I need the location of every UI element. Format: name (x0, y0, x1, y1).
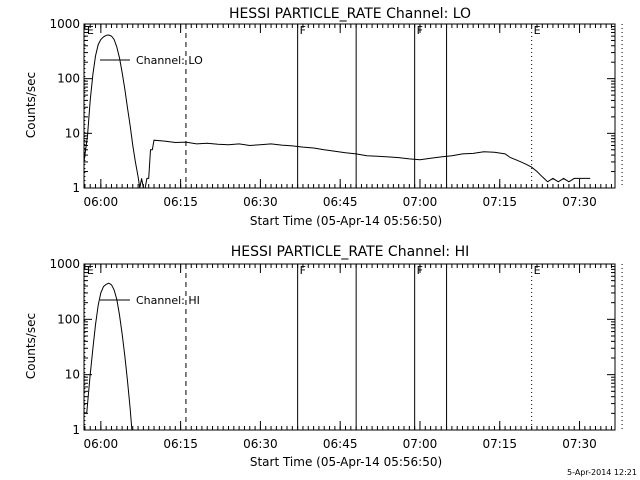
footer-timestamp: 5-Apr-2014 12:21 (567, 468, 637, 477)
chart-panel-hi: HESSI PARTICLE_RATE Channel: HI Counts/s… (24, 244, 623, 469)
y-tick-label: 1000 (49, 17, 80, 31)
chart-title: HESSI PARTICLE_RATE Channel: LO (229, 6, 471, 22)
event-marker-label: E (534, 264, 541, 277)
x-tick-label: 06:30 (243, 437, 278, 451)
y-tick-label: 1 (72, 423, 80, 437)
y-tick-label: 1000 (49, 257, 80, 271)
event-marker-label: E (87, 264, 94, 277)
x-tick-label: 06:00 (84, 437, 119, 451)
event-marker-label: E (534, 24, 541, 37)
x-axis-label: Start Time (05-Apr-14 05:56:50) (250, 455, 442, 469)
event-marker-label: F (300, 264, 306, 277)
x-tick-label: 07:00 (403, 437, 438, 451)
y-axis-label: Counts/sec (24, 72, 38, 138)
y-tick-label: 10 (65, 126, 80, 140)
x-tick-label: 07:30 (562, 437, 597, 451)
plot-area: 1 10 100 1000 06:00 06:15 06:30 06:45 07:00 07:15… (49, 17, 623, 209)
y-axis-label: Counts/sec (24, 313, 38, 379)
x-tick-label: 07:30 (562, 195, 597, 209)
plot-frame (83, 23, 616, 189)
x-tick-label: 06:45 (323, 437, 358, 451)
y-tick-label: 100 (57, 312, 80, 326)
x-tick-label: 06:30 (243, 195, 278, 209)
x-tick-label: 06:00 (84, 195, 119, 209)
plot-frame (83, 263, 616, 431)
event-marker-label: F (417, 264, 423, 277)
series-line (84, 282, 133, 431)
x-tick-label: 06:15 (163, 195, 198, 209)
series-line (83, 34, 591, 189)
y-tick-label: 100 (57, 72, 80, 86)
legend-label: Channel: LO (136, 54, 203, 67)
chart-panel-lo: HESSI PARTICLE_RATE Channel: LO Counts/s… (24, 6, 623, 228)
event-marker-label: E (87, 24, 94, 37)
legend-label: Channel: HI (136, 294, 200, 307)
x-tick-label: 06:45 (323, 195, 358, 209)
x-tick-label: 07:00 (403, 195, 438, 209)
y-tick-label: 1 (72, 181, 80, 195)
event-marker-label: F (417, 24, 423, 37)
plot-area: 1 10 100 1000 06:00 06:15 06:30 06:45 07:00 07:15… (49, 257, 623, 451)
x-tick-label: 06:15 (163, 437, 198, 451)
event-marker-label: F (300, 24, 306, 37)
x-axis-label: Start Time (05-Apr-14 05:56:50) (250, 214, 442, 228)
x-tick-label: 07:15 (482, 437, 517, 451)
y-tick-label: 10 (65, 368, 80, 382)
x-tick-label: 07:15 (482, 195, 517, 209)
chart-title: HESSI PARTICLE_RATE Channel: HI (231, 244, 469, 260)
